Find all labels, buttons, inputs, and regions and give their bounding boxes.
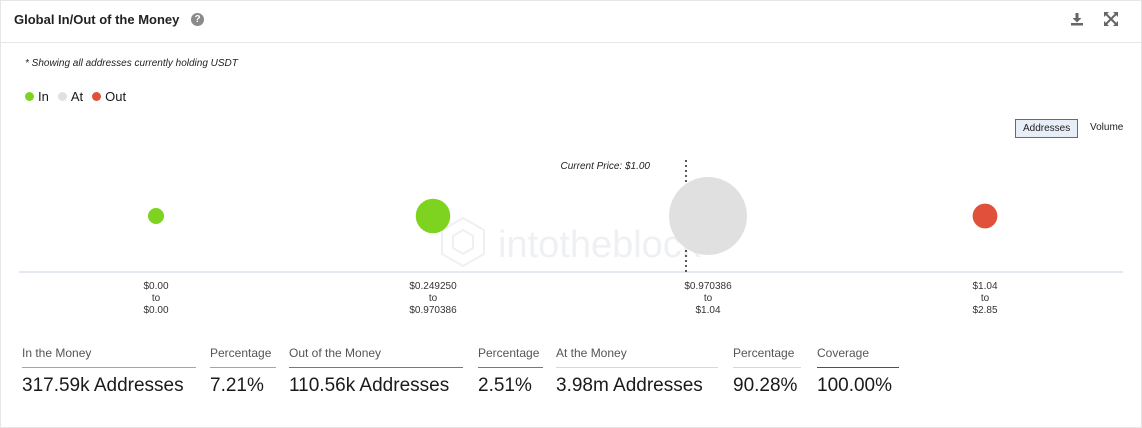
x-tick-label: $0.00 [143,305,168,316]
stat-block: Coverage 100.00% [817,346,899,397]
legend-item-at[interactable]: At [57,89,84,104]
bubble-at-2[interactable] [669,177,747,255]
x-tick-label: to [429,293,438,304]
stat-block: Percentage 7.21% [210,346,276,397]
stat-label: Percentage [733,346,801,368]
legend-item-out[interactable]: Out [92,89,126,104]
question-circle-icon[interactable]: ? [191,13,204,26]
current-price-label: Current Price: $1.00 [561,161,651,172]
legend-label-at: At [70,89,84,104]
expand-icon[interactable] [1103,11,1119,27]
stat-label: Percentage [478,346,543,368]
legend-dot-in [25,92,34,101]
iomap-chart: intotheblock Current Price: $1.00 $0.00t… [19,160,1123,316]
widget-title: Global In/Out of the Money [14,12,180,27]
stat-block: Out of the Money 110.56k Addresses [289,346,463,397]
download-icon[interactable] [1069,11,1085,27]
volume-toggle-button[interactable]: Volume [1090,122,1124,133]
stat-value: 2.51% [478,375,532,396]
stat-value: 7.21% [210,375,264,396]
stat-label: At the Money [556,346,718,368]
stat-value: 3.98m Addresses [556,375,703,396]
stat-block: Percentage 90.28% [733,346,801,397]
legend-dot-out [92,92,102,101]
x-tick-label: to [152,293,161,304]
stat-label: Coverage [817,346,899,368]
x-tick-label: $0.970386 [684,281,732,292]
x-tick-label: to [704,293,713,304]
stat-value: 90.28% [733,375,798,396]
x-tick-label: $1.04 [972,281,997,292]
watermark-logo: intotheblock [441,216,702,268]
stat-label: Percentage [210,346,276,368]
stat-block: In the Money 317.59k Addresses [22,346,196,397]
holding-note: * Showing all addresses currently holdin… [25,58,238,69]
x-tick-label: $1.04 [695,305,720,316]
stat-value: 317.59k Addresses [22,375,184,396]
x-tick-label: $2.85 [972,305,997,316]
stat-block: Percentage 2.51% [478,346,543,397]
stat-block: At the Money 3.98m Addresses [556,346,718,397]
chart-legend: In At Out [25,89,135,104]
x-tick-label: $0.00 [143,281,168,292]
legend-label-out: Out [105,89,127,104]
stat-label: In the Money [22,346,196,368]
bubble-in-0[interactable] [148,208,164,224]
bubble-out-3[interactable] [972,203,998,229]
x-tick-label: $0.970386 [409,305,457,316]
legend-label-in: In [38,89,49,104]
legend-dot-at [57,92,67,101]
widget-header: Global In/Out of the Money ? [0,0,1142,43]
x-tick-label: $0.249250 [409,281,457,292]
stat-value: 100.00% [817,375,893,396]
stat-value: 110.56k Addresses [289,375,450,396]
legend-item-in[interactable]: In [25,89,49,104]
addresses-toggle-button[interactable]: Addresses [1015,119,1079,138]
x-tick-label: to [981,293,990,304]
watermark-text: intotheblock [498,224,702,266]
bubble-in-1[interactable] [415,198,451,234]
stat-label: Out of the Money [289,346,463,368]
